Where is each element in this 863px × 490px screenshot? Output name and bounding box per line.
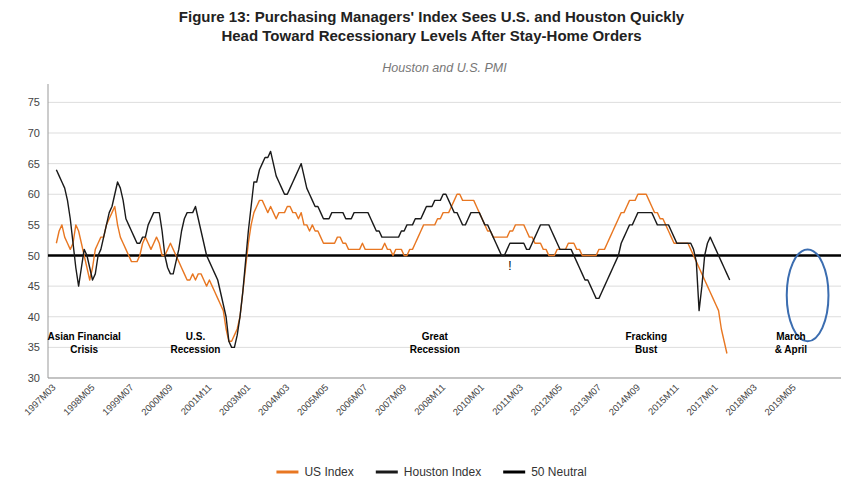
x-axis-line: [48, 378, 841, 379]
highlight-circle: [787, 249, 829, 341]
y-tick-label: 70: [28, 127, 40, 139]
legend-swatch: [276, 471, 298, 474]
title-line: Head Toward Recessionary Levels After St…: [221, 27, 641, 44]
x-tick-label: 2010M01: [450, 382, 486, 418]
y-tick-label: 75: [28, 96, 40, 108]
annotation: !: [508, 259, 511, 273]
x-tick-label: 2017M01: [684, 382, 720, 418]
annotation-line: Crisis: [70, 344, 98, 355]
annotation-line: Bust: [635, 344, 658, 355]
annotation: Asian Financial Crisis: [47, 331, 121, 355]
x-tick-label: 2001M11: [178, 382, 213, 417]
y-tick-label: 30: [28, 372, 40, 384]
x-tick-label: 1997M03: [22, 382, 58, 418]
annotation: Fracking Bust: [625, 331, 667, 355]
series-line: [56, 151, 729, 347]
annotation: U.S. Recession: [170, 331, 220, 355]
legend-swatch: [503, 471, 525, 474]
grid-line: [48, 163, 841, 164]
x-tick-label: 2000M09: [139, 382, 175, 418]
reference-line: [48, 254, 841, 257]
annotation-line: Fracking: [625, 331, 667, 342]
y-tick-label: 40: [28, 311, 40, 323]
x-tick-label: 2006M07: [334, 382, 370, 418]
annotation-line: Asian Financial: [47, 331, 121, 342]
annotation-line: & April: [775, 344, 808, 355]
legend-label: 50 Neutral: [531, 465, 586, 479]
annotation: Great Recession: [410, 331, 460, 355]
x-tick-label: 2014M09: [606, 382, 642, 418]
x-tick-label: 2005M05: [295, 382, 331, 418]
series-line: [56, 194, 727, 353]
annotation-line: Recession: [410, 344, 460, 355]
annotation-line: !: [508, 259, 511, 273]
grid-line: [48, 133, 841, 134]
annotation-line: March: [776, 331, 805, 342]
grid-line: [48, 102, 841, 103]
annotation-line: Recession: [170, 344, 220, 355]
legend: US Index Houston Index 50 Neutral: [276, 465, 586, 479]
y-tick-label: 45: [28, 280, 40, 292]
title-line: Figure 13: Purchasing Managers' Index Se…: [179, 8, 685, 25]
plot-area: [48, 151, 841, 353]
x-tick-label: 2013M07: [567, 382, 603, 418]
title: Figure 13: Purchasing Managers' Index Se…: [179, 8, 685, 44]
page: {"chart_data": { "type": "line", "title"…: [0, 0, 863, 490]
y-tick-label: 60: [28, 188, 40, 200]
annotation-line: Great: [422, 331, 449, 342]
x-tick-label: 2004M03: [256, 382, 292, 418]
x-tick-label: 2015M11: [646, 382, 681, 417]
x-tick-label: 1998M05: [61, 382, 97, 418]
grid-line: [48, 316, 841, 317]
x-tick-label: 2019M05: [762, 382, 798, 418]
x-tick-label: 2008M11: [412, 382, 447, 417]
annotation-line: U.S.: [186, 331, 206, 342]
legend-label: US Index: [304, 465, 353, 479]
x-tick-label: 2012M05: [528, 382, 564, 418]
x-tick-label: 2011M03: [490, 382, 525, 417]
legend-swatch: [376, 471, 398, 474]
x-tick-label: 1999M07: [100, 382, 136, 418]
grid-line: [48, 378, 841, 379]
grid-line: [48, 286, 841, 287]
x-tick-label: 2018M03: [723, 382, 759, 418]
annotation: March & April: [775, 331, 808, 355]
y-tick-label: 35: [28, 341, 40, 353]
grid-line: [48, 224, 841, 225]
grid-line: [48, 255, 841, 256]
y-tick-label: 65: [28, 158, 40, 170]
subtitle: Houston and U.S. PMI: [382, 61, 507, 75]
grid: [48, 102, 841, 378]
x-tick-label: 2003M01: [217, 382, 253, 418]
chart: Figure 13: Purchasing Managers' Index Se…: [0, 0, 863, 490]
y-tick-label: 55: [28, 219, 40, 231]
x-tick-label: 2007M09: [373, 382, 409, 418]
legend-label: Houston Index: [404, 465, 481, 479]
y-tick-label: 50: [28, 250, 40, 262]
